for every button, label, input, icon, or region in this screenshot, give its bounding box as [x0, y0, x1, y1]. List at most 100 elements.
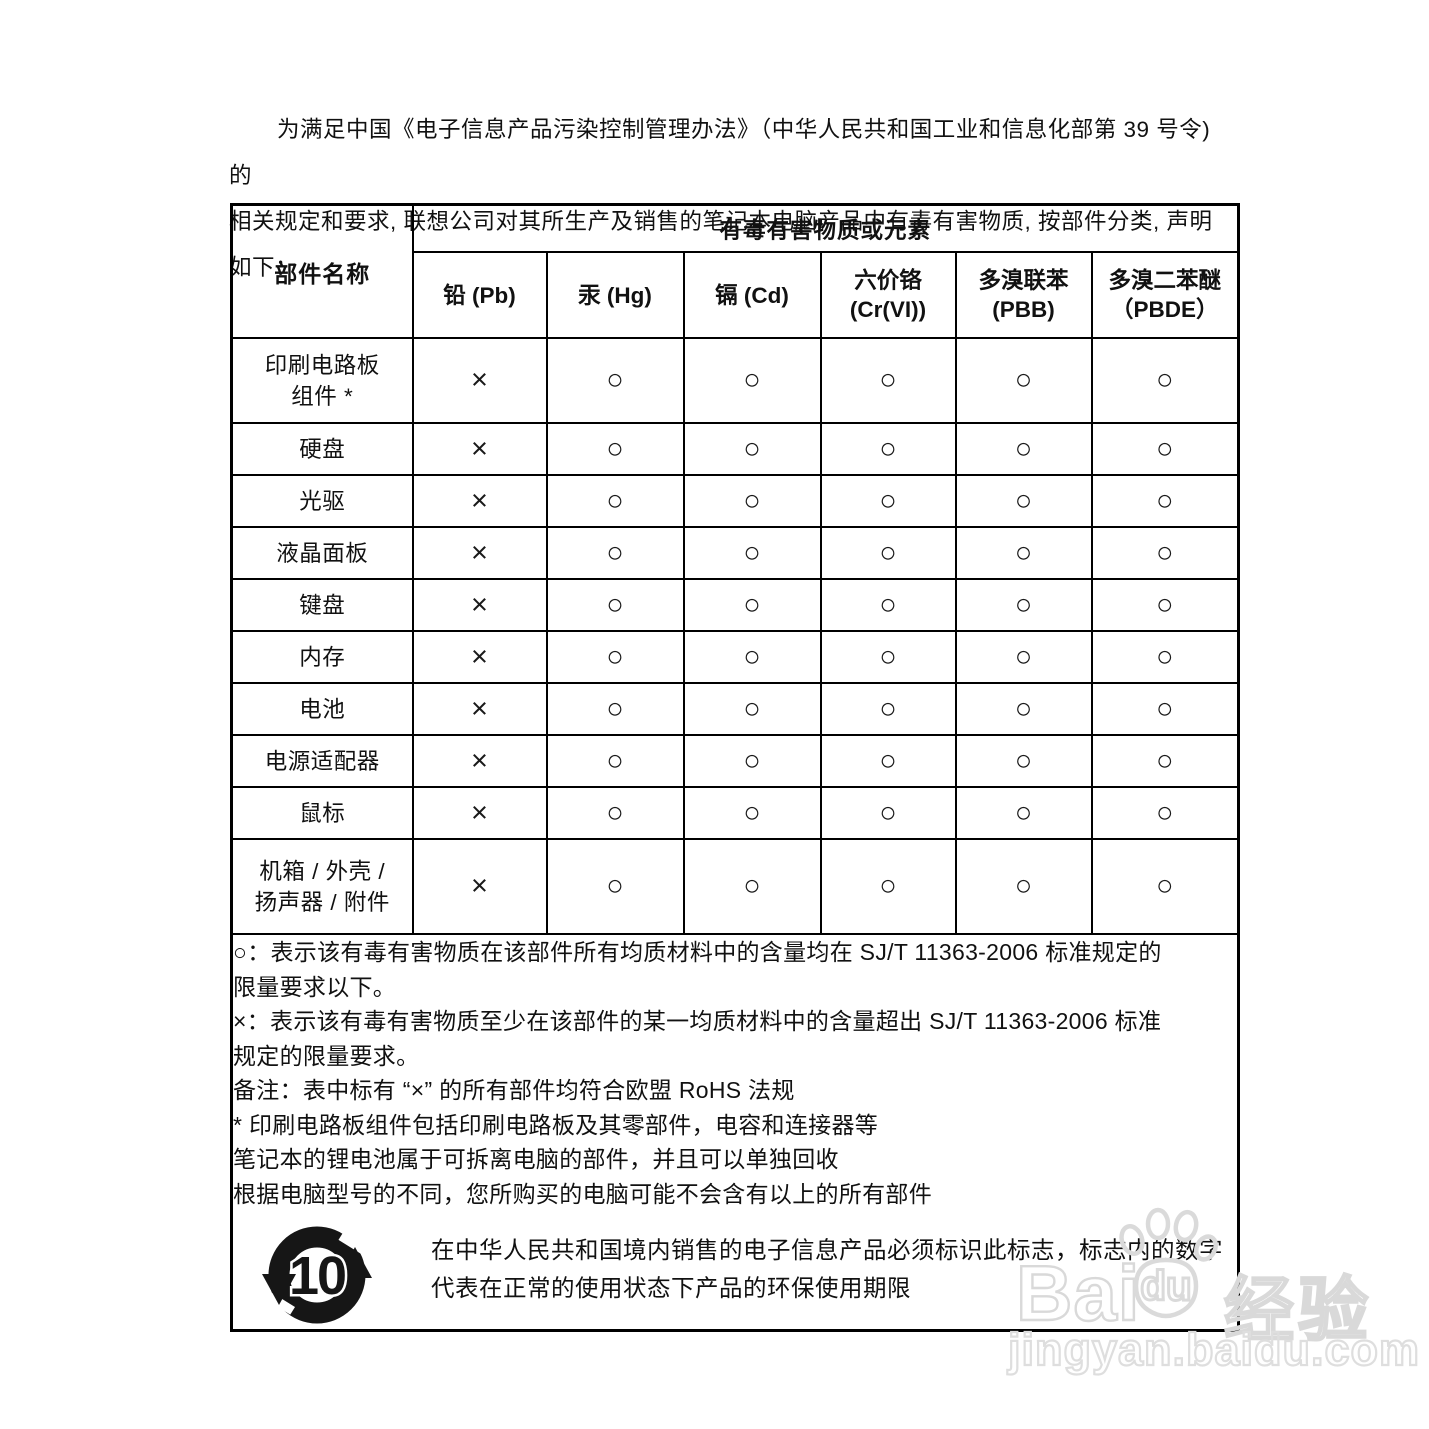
- column-header: 镉 (Cd): [682, 251, 822, 339]
- compliant-mark: ○: [545, 682, 685, 736]
- column-header: 汞 (Hg): [545, 251, 685, 339]
- compliant-mark: ○: [545, 422, 685, 476]
- table-body: 印刷电路板 组件 * × ○ ○ ○ ○ ○ 硬盘 × ○ ○ ○ ○ ○ 光驱 × ○ ○ ○ ○ ○ 液晶面板 × ○ ○ ○…: [230, 337, 1240, 935]
- table-footer: ○：表示该有毒有害物质在该部件所有均质材料中的含量均在 SJ/T 11363-2…: [230, 933, 1240, 1332]
- note-line: 规定的限量要求。: [233, 1042, 420, 1069]
- compliant-mark: ○: [682, 474, 822, 528]
- compliant-mark: ○: [1090, 630, 1240, 684]
- compliant-mark: ○: [682, 578, 822, 632]
- watermark-jingyan-text: 经验: [1223, 1270, 1372, 1350]
- compliant-mark: ○: [819, 474, 957, 528]
- compliant-mark: ○: [545, 337, 685, 424]
- compliant-mark: ○: [954, 526, 1093, 580]
- table-row: 机箱 / 外壳 / 扬声器 / 附件 × ○ ○ ○ ○ ○: [230, 838, 1240, 935]
- note-line: ×：表示该有毒有害物质至少在该部件的某一均质材料中的含量超出 SJ/T 1136…: [233, 1008, 1162, 1034]
- exceed-mark: ×: [411, 786, 548, 840]
- component-name: 机箱 / 外壳 / 扬声器 / 附件: [230, 838, 414, 935]
- efup-statement-line: 代表在正常的使用状态下产品的环保使用期限: [431, 1275, 911, 1301]
- compliant-mark: ○: [1090, 578, 1240, 632]
- compliant-mark: ○: [545, 734, 685, 788]
- component-name: 鼠标: [230, 786, 414, 840]
- compliant-mark: ○: [545, 838, 685, 935]
- exceed-mark: ×: [411, 838, 548, 935]
- table-row: 液晶面板 × ○ ○ ○ ○ ○: [230, 526, 1240, 580]
- exceed-mark: ×: [411, 474, 548, 528]
- exceed-mark: ×: [411, 630, 548, 684]
- note-line: 备注：表中标有 “×” 的所有部件均符合欧盟 RoHS 法规: [233, 1077, 795, 1103]
- compliant-mark: ○: [682, 422, 822, 476]
- column-header: 六价铬 (Cr(VI)): [819, 251, 957, 339]
- compliant-mark: ○: [545, 474, 685, 528]
- note-line: 根据电脑型号的不同，您所购买的电脑可能不会含有以上的所有部件: [233, 1180, 932, 1207]
- compliant-mark: ○: [682, 838, 822, 935]
- table-row: 电池 × ○ ○ ○ ○ ○: [230, 682, 1240, 736]
- compliant-mark: ○: [819, 578, 957, 632]
- column-header: 多溴二苯醚 （PBDE）: [1090, 251, 1240, 339]
- note-line: ○：表示该有毒有害物质在该部件所有均质材料中的含量均在 SJ/T 11363-2…: [233, 939, 1162, 965]
- efup-years-number: 10: [289, 1246, 345, 1306]
- component-name: 光驱: [230, 474, 414, 528]
- table-row: 印刷电路板 组件 * × ○ ○ ○ ○ ○: [230, 337, 1240, 424]
- rohs-table: 部件名称 有毒有害物质或元素 铅 (Pb) 汞 (Hg) 镉 (Cd) 六价铬 (Cr…: [230, 203, 1241, 1332]
- table-row: 电源适配器 × ○ ○ ○ ○ ○: [230, 734, 1240, 788]
- compliant-mark: ○: [1090, 526, 1240, 580]
- table-row: 硬盘 × ○ ○ ○ ○ ○: [230, 422, 1240, 476]
- table-row: 键盘 × ○ ○ ○ ○ ○: [230, 578, 1240, 632]
- compliant-mark: ○: [1090, 682, 1240, 736]
- compliant-mark: ○: [819, 337, 957, 424]
- component-name: 电源适配器: [230, 734, 414, 788]
- exceed-mark: ×: [411, 337, 548, 424]
- compliant-mark: ○: [819, 734, 957, 788]
- component-name: 内存: [230, 630, 414, 684]
- compliant-mark: ○: [545, 578, 685, 632]
- compliant-mark: ○: [545, 526, 685, 580]
- efup-10-years-icon: 10: [262, 1226, 372, 1324]
- compliant-mark: ○: [954, 682, 1093, 736]
- table-row: 鼠标 × ○ ○ ○ ○ ○: [230, 786, 1240, 840]
- efup-statement: 在中华人民共和国境内销售的电子信息产品必须标识此标志，标志内的数字 代表在正常的使…: [431, 1217, 1223, 1307]
- note-line: * 印刷电路板组件包括印刷电路板及其零部件，电容和连接器等: [233, 1111, 879, 1138]
- compliant-mark: ○: [1090, 474, 1240, 528]
- note-line: 笔记本的锂电池属于可拆离电脑的部件，并且可以单独回收: [233, 1146, 839, 1172]
- legend-row: ○：表示该有毒有害物质在该部件所有均质材料中的含量均在 SJ/T 11363-2…: [230, 933, 1240, 1332]
- compliant-mark: ○: [819, 422, 957, 476]
- component-name: 硬盘: [230, 422, 414, 476]
- component-name: 液晶面板: [230, 526, 414, 580]
- compliant-mark: ○: [1090, 422, 1240, 476]
- group-header: 有毒有害物质或元素: [411, 203, 1240, 253]
- compliant-mark: ○: [682, 630, 822, 684]
- exceed-mark: ×: [411, 578, 548, 632]
- note-line: 限量要求以下。: [233, 973, 397, 1000]
- exceed-mark: ×: [411, 422, 548, 476]
- compliant-mark: ○: [819, 786, 957, 840]
- compliant-mark: ○: [954, 474, 1093, 528]
- compliant-mark: ○: [682, 682, 822, 736]
- compliant-mark: ○: [819, 682, 957, 736]
- compliant-mark: ○: [1090, 734, 1240, 788]
- column-header: 铅 (Pb): [411, 251, 548, 339]
- compliant-mark: ○: [954, 422, 1093, 476]
- table-row: 内存 × ○ ○ ○ ○ ○: [230, 630, 1240, 684]
- legend-notes: ○：表示该有毒有害物质在该部件所有均质材料中的含量均在 SJ/T 11363-2…: [233, 935, 1237, 1211]
- compliant-mark: ○: [819, 526, 957, 580]
- compliant-mark: ○: [545, 786, 685, 840]
- intro-line-1: 为满足中国《电子信息产品污染控制管理办法》（中华人民共和国工业和信息化部第 39…: [229, 116, 1211, 188]
- component-name: 键盘: [230, 578, 414, 632]
- compliant-mark: ○: [954, 734, 1093, 788]
- column-header: 多溴联苯 (PBB): [954, 251, 1093, 339]
- corner-header: 部件名称: [230, 203, 414, 339]
- compliant-mark: ○: [545, 630, 685, 684]
- compliant-mark: ○: [954, 337, 1093, 424]
- exceed-mark: ×: [411, 682, 548, 736]
- efup-statement-line: 在中华人民共和国境内销售的电子信息产品必须标识此标志，标志内的数字: [431, 1237, 1223, 1263]
- compliant-mark: ○: [682, 337, 822, 424]
- group-header-row: 部件名称 有毒有害物质或元素: [230, 203, 1240, 339]
- legend-cell: ○：表示该有毒有害物质在该部件所有均质材料中的含量均在 SJ/T 11363-2…: [230, 933, 1240, 1332]
- compliant-mark: ○: [954, 630, 1093, 684]
- exceed-mark: ×: [411, 734, 548, 788]
- compliant-mark: ○: [954, 578, 1093, 632]
- compliant-mark: ○: [819, 630, 957, 684]
- compliant-mark: ○: [1090, 337, 1240, 424]
- compliant-mark: ○: [954, 838, 1093, 935]
